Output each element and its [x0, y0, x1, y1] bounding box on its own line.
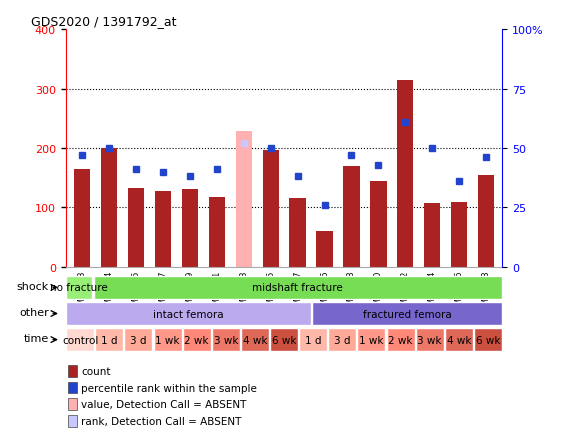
Bar [445, 329, 473, 351]
Text: shock: shock [17, 282, 49, 292]
Text: count: count [81, 366, 110, 376]
Text: percentile rank within the sample: percentile rank within the sample [81, 383, 257, 393]
Bar [241, 329, 269, 351]
Bar [474, 329, 502, 351]
Bar [424, 204, 440, 267]
Text: 3 d: 3 d [334, 335, 351, 345]
Bar [299, 329, 327, 351]
Bar [100, 148, 117, 267]
Text: value, Detection Call = ABSENT: value, Detection Call = ABSENT [81, 399, 246, 409]
Bar [371, 181, 387, 267]
Text: 4 wk: 4 wk [447, 335, 471, 345]
Bar [68, 398, 78, 410]
Text: GDS2020 / 1391792_at: GDS2020 / 1391792_at [31, 15, 176, 28]
Bar [416, 329, 444, 351]
Text: time: time [24, 334, 49, 344]
Text: rank, Detection Call = ABSENT: rank, Detection Call = ABSENT [81, 416, 242, 426]
Bar [95, 329, 123, 351]
Text: 2 wk: 2 wk [184, 335, 209, 345]
Bar [66, 276, 93, 299]
Bar [316, 231, 332, 267]
Bar [343, 166, 360, 267]
Bar [74, 169, 90, 267]
Text: 1 wk: 1 wk [359, 335, 384, 345]
Bar [312, 302, 502, 325]
Bar [270, 329, 298, 351]
Bar [66, 329, 94, 351]
Text: 6 wk: 6 wk [272, 335, 296, 345]
Bar [263, 151, 279, 267]
Text: no fracture: no fracture [50, 283, 108, 293]
Text: 1 d: 1 d [101, 335, 118, 345]
Text: 3 d: 3 d [130, 335, 147, 345]
Bar [68, 382, 78, 394]
Text: 6 wk: 6 wk [476, 335, 500, 345]
Bar [124, 329, 152, 351]
Text: 2 wk: 2 wk [388, 335, 413, 345]
Bar [128, 188, 144, 267]
Bar [182, 190, 198, 267]
Bar [289, 199, 305, 267]
Bar [451, 202, 468, 267]
Text: control: control [62, 335, 98, 345]
Bar [68, 365, 78, 377]
Text: 1 wk: 1 wk [155, 335, 180, 345]
Text: intact femora: intact femora [153, 309, 224, 319]
Bar [183, 329, 211, 351]
Bar [328, 329, 356, 351]
Bar [68, 415, 78, 427]
Bar [357, 329, 385, 351]
Bar [397, 81, 413, 267]
Text: 3 wk: 3 wk [214, 335, 238, 345]
Bar [208, 197, 225, 267]
Bar [478, 175, 494, 267]
Bar [387, 329, 415, 351]
Text: midshaft fracture: midshaft fracture [252, 283, 343, 293]
Bar [154, 329, 182, 351]
Text: 1 d: 1 d [305, 335, 321, 345]
Text: 4 wk: 4 wk [243, 335, 267, 345]
Bar [66, 302, 311, 325]
Text: fractured femora: fractured femora [363, 309, 451, 319]
Text: 3 wk: 3 wk [417, 335, 442, 345]
Bar [212, 329, 240, 351]
Bar [235, 132, 252, 267]
Bar [155, 191, 171, 267]
Text: other: other [19, 308, 49, 318]
